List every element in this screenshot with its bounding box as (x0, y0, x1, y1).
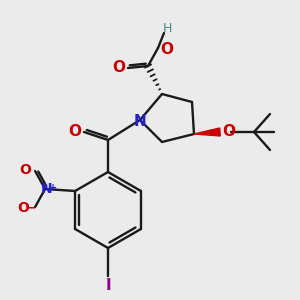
Text: O: O (68, 124, 82, 140)
Text: N: N (134, 113, 146, 128)
Text: N: N (40, 182, 52, 196)
Text: O: O (112, 61, 125, 76)
Text: +: + (49, 183, 57, 193)
Text: −: − (26, 202, 36, 214)
Text: I: I (105, 278, 111, 293)
Text: O: O (17, 201, 29, 215)
Text: O: O (160, 43, 173, 58)
Text: H: H (162, 22, 172, 34)
Polygon shape (194, 128, 220, 136)
Text: O: O (223, 124, 236, 140)
Text: O: O (19, 163, 31, 177)
